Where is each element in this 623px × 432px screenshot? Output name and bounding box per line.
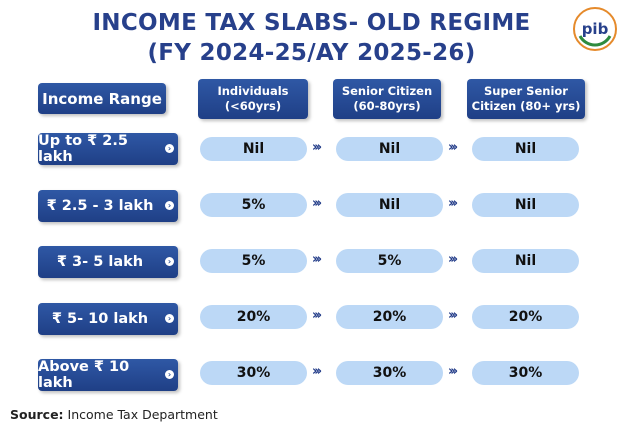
header-senior-citizen: Senior Citizen (60-80yrs) bbox=[333, 79, 441, 119]
cell-super-senior: Nil bbox=[472, 249, 579, 273]
range-label-text: ₹ 5- 10 lakh bbox=[51, 311, 149, 327]
range-label-text: ₹ 3- 5 lakh bbox=[56, 254, 144, 270]
row-range-label: ₹ 5- 10 lakh › bbox=[38, 303, 178, 335]
row-range-label: ₹ 3- 5 lakh › bbox=[38, 246, 178, 278]
svg-text:pib: pib bbox=[582, 20, 609, 38]
header-super-senior-line1: Super Senior bbox=[484, 84, 568, 98]
cell-individuals: 5% bbox=[200, 249, 307, 273]
arrow-icon: ››› bbox=[448, 308, 458, 323]
header-individuals: Individuals (<60yrs) bbox=[198, 79, 308, 119]
row-range-label: Up to ₹ 2.5 lakh › bbox=[38, 133, 178, 165]
header-senior-line1: Senior Citizen bbox=[341, 84, 433, 98]
title-line-2: (FY 2024-25/AY 2025-26) bbox=[147, 40, 476, 66]
arrow-icon: ››› bbox=[312, 308, 322, 323]
header-individuals-line2: (<60yrs) bbox=[224, 99, 282, 113]
cell-senior: 5% bbox=[336, 249, 443, 273]
header-senior-line2: (60-80yrs) bbox=[353, 99, 421, 113]
cell-super-senior: 20% bbox=[472, 305, 579, 329]
arrow-icon: ››› bbox=[448, 140, 458, 155]
cell-individuals: 20% bbox=[200, 305, 307, 329]
title-line-1: INCOME TAX SLABS- OLD REGIME bbox=[92, 10, 531, 36]
cell-individuals: 30% bbox=[200, 361, 307, 385]
source-note: Source: Income Tax Department bbox=[10, 407, 218, 422]
row-bullet-icon: › bbox=[165, 144, 174, 153]
cell-individuals: Nil bbox=[200, 137, 307, 161]
row-bullet-icon: › bbox=[165, 201, 174, 210]
source-text: Income Tax Department bbox=[63, 407, 218, 422]
arrow-icon: ››› bbox=[448, 364, 458, 379]
range-label-text: Above ₹ 10 lakh bbox=[38, 359, 130, 391]
cell-senior: 30% bbox=[336, 361, 443, 385]
arrow-icon: ››› bbox=[448, 196, 458, 211]
range-label-text: Up to ₹ 2.5 lakh bbox=[38, 133, 128, 165]
cell-senior: Nil bbox=[336, 137, 443, 161]
row-range-label: ₹ 2.5 - 3 lakh › bbox=[38, 190, 178, 222]
arrow-icon: ››› bbox=[312, 140, 322, 155]
row-bullet-icon: › bbox=[165, 257, 174, 266]
header-individuals-line1: Individuals bbox=[217, 84, 289, 98]
cell-senior: 20% bbox=[336, 305, 443, 329]
header-super-senior-line2: Citizen (80+ yrs) bbox=[471, 99, 581, 113]
arrow-icon: ››› bbox=[312, 196, 322, 211]
cell-senior: Nil bbox=[336, 193, 443, 217]
row-bullet-icon: › bbox=[165, 314, 174, 323]
arrow-icon: ››› bbox=[448, 252, 458, 267]
header-income-range: Income Range bbox=[38, 83, 166, 114]
source-label: Source: bbox=[10, 407, 64, 422]
row-range-label: Above ₹ 10 lakh › bbox=[38, 359, 178, 391]
cell-super-senior: Nil bbox=[472, 137, 579, 161]
pib-logo-icon: pib bbox=[573, 7, 617, 51]
cell-super-senior: 30% bbox=[472, 361, 579, 385]
arrow-icon: ››› bbox=[312, 252, 322, 267]
arrow-icon: ››› bbox=[312, 364, 322, 379]
cell-super-senior: Nil bbox=[472, 193, 579, 217]
row-bullet-icon: › bbox=[165, 370, 174, 379]
cell-individuals: 5% bbox=[200, 193, 307, 217]
range-label-text: ₹ 2.5 - 3 lakh bbox=[46, 198, 154, 214]
header-super-senior: Super Senior Citizen (80+ yrs) bbox=[467, 79, 585, 119]
